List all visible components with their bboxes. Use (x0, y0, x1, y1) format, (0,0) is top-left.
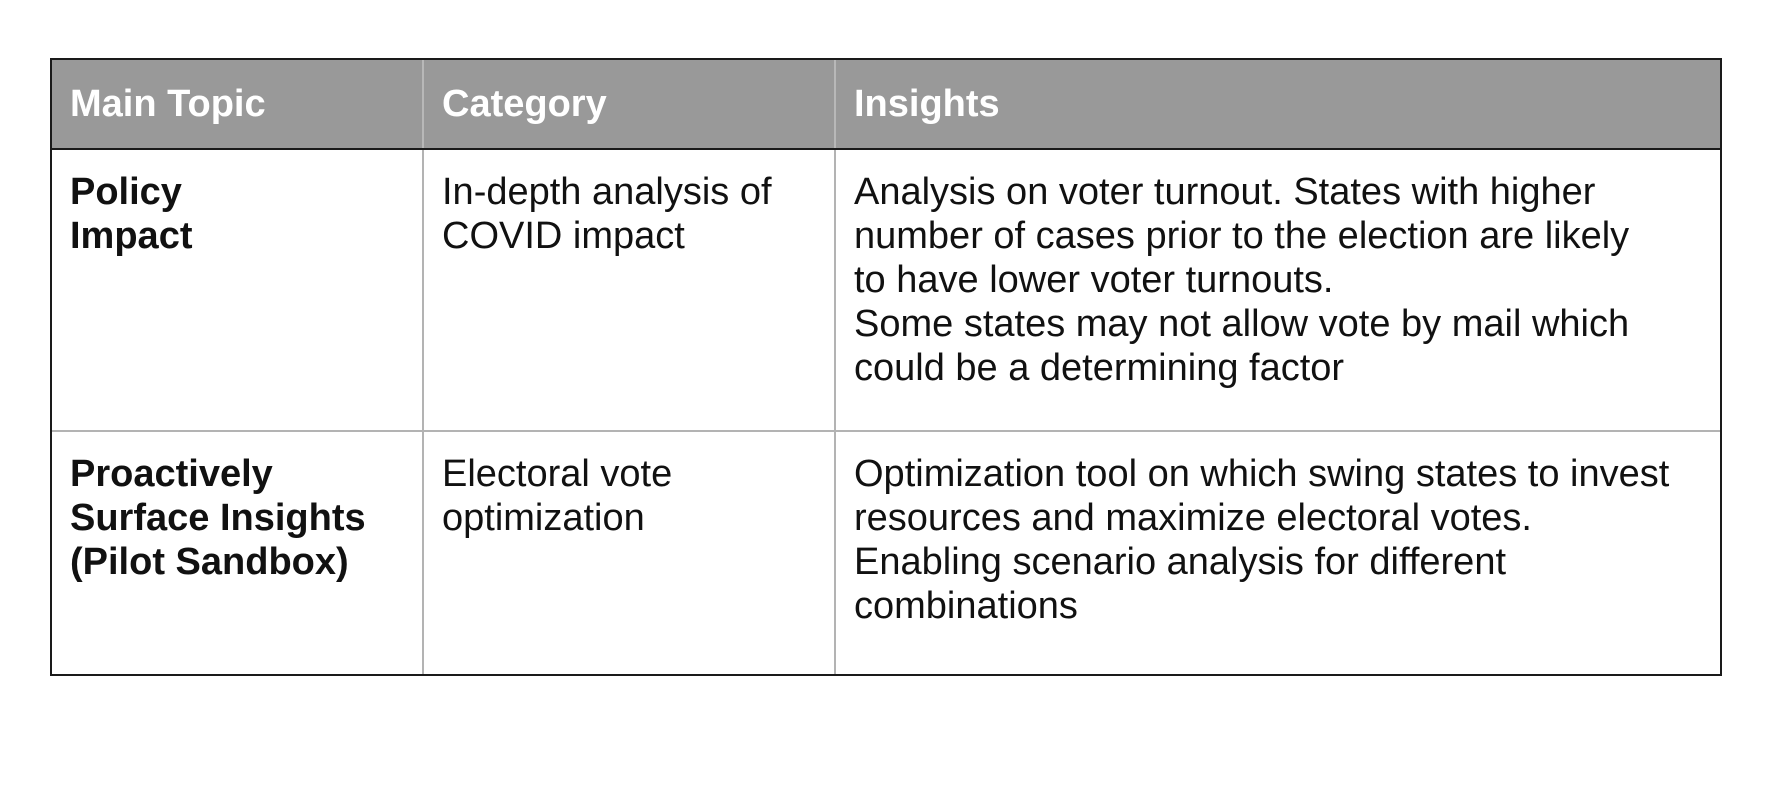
table-row: Policy Impact In-depth analysis of COVID… (52, 150, 1720, 432)
header-insights: Insights (854, 83, 1000, 125)
category-cell: In-depth analysis of COVID impact (442, 171, 772, 257)
column-divider (834, 432, 836, 674)
table-header-row: Main Topic Category Insights (52, 60, 1720, 150)
main-topic-cell: Policy Impact (70, 171, 193, 257)
insights-cell: Analysis on voter turnout. States with h… (854, 171, 1630, 389)
insights-table: Main Topic Category Insights Policy Impa… (50, 58, 1722, 676)
column-divider (834, 150, 836, 430)
column-divider (422, 432, 424, 674)
table-row: Proactively Surface Insights (Pilot Sand… (52, 432, 1720, 674)
column-divider (422, 150, 424, 430)
insights-cell: Optimization tool on which swing states … (854, 453, 1670, 627)
column-divider (422, 60, 424, 148)
main-topic-cell: Proactively Surface Insights (Pilot Sand… (70, 453, 366, 583)
header-main-topic: Main Topic (70, 83, 266, 125)
column-divider (834, 60, 836, 148)
category-cell: Electoral vote optimization (442, 453, 673, 539)
header-category: Category (442, 83, 607, 125)
